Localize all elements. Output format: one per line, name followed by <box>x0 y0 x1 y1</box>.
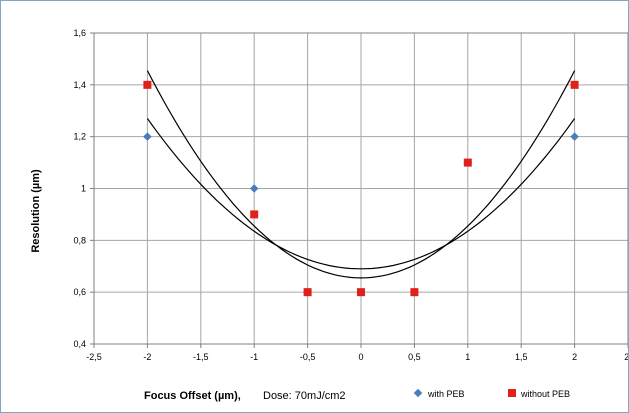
point-without-peb <box>410 288 419 297</box>
y-tick-label: 1,2 <box>73 132 86 142</box>
point-with-peb <box>143 132 152 141</box>
x-tick-label: 1 <box>465 352 470 362</box>
point-with-peb <box>249 184 259 193</box>
point-without-peb <box>357 288 365 297</box>
x-tick-label: -0,5 <box>300 352 316 362</box>
legend-label-without-peb: without PEB <box>520 389 570 399</box>
x-axis-ticks: -2,5 -2 -1,5 -1 -0,5 0 0,5 1 1,5 2 2, <box>86 344 628 362</box>
trendline-series-1 <box>146 70 576 279</box>
point-without-peb <box>463 158 472 167</box>
x-tick-label: -2,5 <box>86 352 102 362</box>
y-tick-label: 1,6 <box>73 28 86 38</box>
x-tick-label: 2, <box>624 352 628 362</box>
legend-marker-without-peb <box>508 389 516 397</box>
y-axis-label: Resolution (µm) <box>30 169 42 253</box>
x-tick-label: 0,5 <box>408 352 421 362</box>
y-axis-ticks: 0,4 0,6 0,8 1 1,2 1,4 1,6 <box>73 28 94 349</box>
trendline-series-0 <box>146 118 576 270</box>
y-tick-label: 0,6 <box>73 287 86 297</box>
y-tick-label: 1 <box>81 184 86 194</box>
x-tick-label: 1,5 <box>515 352 528 362</box>
point-without-peb <box>250 210 259 219</box>
data-points <box>143 80 579 297</box>
point-without-peb <box>143 80 152 89</box>
legend-marker-with-peb <box>413 388 423 398</box>
point-without-peb <box>303 288 312 297</box>
x-axis-label: Focus Offset (µm), <box>144 390 241 402</box>
x-tick-label: -1,5 <box>193 352 209 362</box>
point-without-peb <box>570 80 579 89</box>
y-tick-label: 0,8 <box>73 235 86 245</box>
x-tick-label: -1 <box>250 352 258 362</box>
trendlines <box>146 70 576 279</box>
x-tick-label: 0 <box>358 352 363 362</box>
legend-label-with-peb: with PEB <box>427 389 465 399</box>
x-tick-label: 2 <box>572 352 577 362</box>
legend: with PEB without PEB <box>413 388 570 399</box>
x-tick-label: -2 <box>143 352 151 362</box>
y-tick-label: 0,4 <box>73 339 86 349</box>
y-tick-label: 1,4 <box>73 80 86 90</box>
x-axis-label-note: Dose: 70mJ/cm2 <box>263 390 346 402</box>
